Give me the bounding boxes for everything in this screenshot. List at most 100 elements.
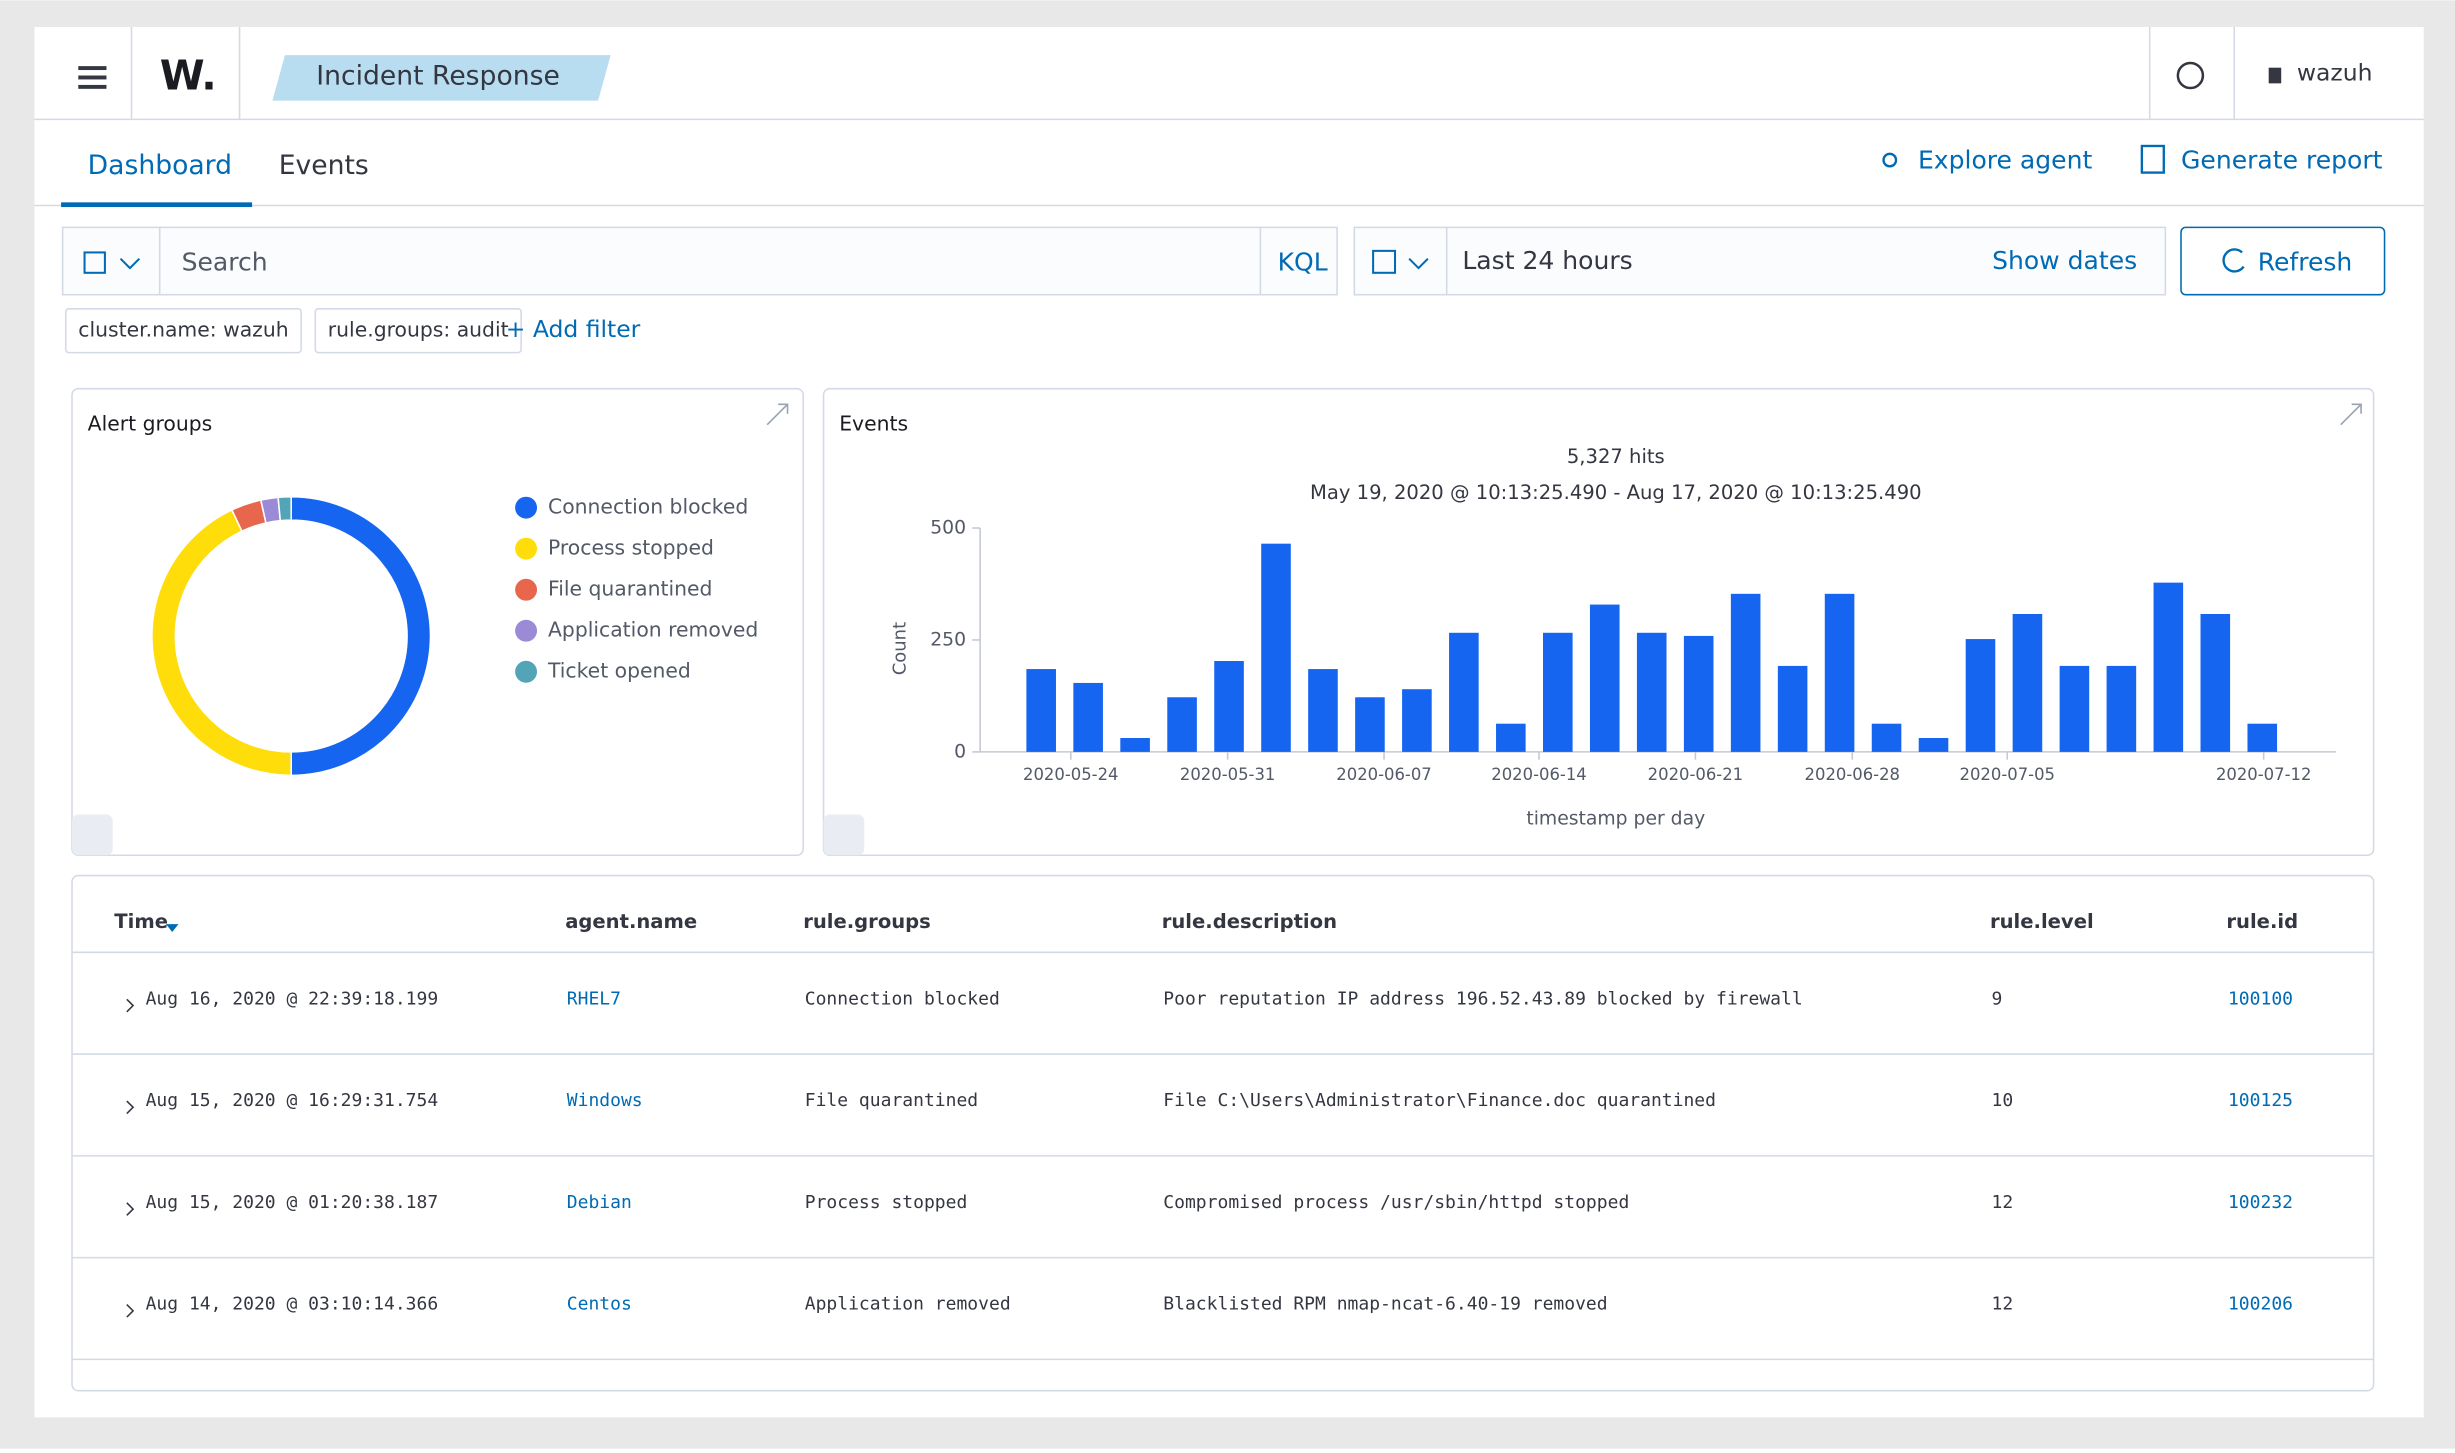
menu-button[interactable] bbox=[78, 66, 107, 89]
column-header: rule.description bbox=[1162, 910, 1337, 933]
cell: File quarantined bbox=[805, 1090, 978, 1111]
bar bbox=[1824, 593, 1855, 752]
refresh-label[interactable]: Refresh bbox=[2258, 247, 2353, 276]
breadcrumb-bg bbox=[272, 55, 611, 101]
bar bbox=[1214, 660, 1244, 752]
x-tick-label: 2020-06-14 bbox=[1491, 765, 1586, 784]
legend-swatch bbox=[515, 660, 538, 683]
search-bar[interactable] bbox=[61, 226, 1338, 296]
legend-label[interactable]: Ticket opened bbox=[547, 659, 691, 683]
expand-row[interactable] bbox=[126, 1100, 135, 1115]
cell[interactable]: Windows bbox=[567, 1090, 643, 1111]
bar bbox=[1542, 632, 1573, 752]
bar bbox=[1683, 635, 1714, 752]
user-name[interactable]: wazuh bbox=[2297, 58, 2373, 86]
cell[interactable]: RHEL7 bbox=[567, 988, 621, 1009]
filter-pill[interactable] bbox=[64, 308, 302, 354]
cell[interactable]: 100100 bbox=[2228, 988, 2293, 1009]
legend-swatch bbox=[515, 619, 538, 642]
legend-label[interactable]: Process stopped bbox=[548, 536, 714, 560]
cell: Aug 14, 2020 @ 03:10:14.366 bbox=[146, 1294, 439, 1315]
legend-label[interactable]: Application removed bbox=[548, 618, 758, 642]
tab[interactable]: Events bbox=[279, 150, 369, 181]
cell[interactable]: 100232 bbox=[2228, 1192, 2293, 1213]
x-tick-label: 2020-06-21 bbox=[1648, 765, 1743, 784]
legend-toggle[interactable] bbox=[823, 814, 865, 856]
bar bbox=[1449, 632, 1479, 752]
cell: Blacklisted RPM nmap-ncat-6.40-19 remove… bbox=[1163, 1294, 1607, 1315]
bar bbox=[1355, 697, 1385, 752]
expand-row[interactable] bbox=[126, 998, 135, 1013]
bar bbox=[1636, 632, 1667, 752]
chevron bbox=[1408, 257, 1429, 270]
bar bbox=[2200, 613, 2231, 752]
save-icon[interactable] bbox=[83, 251, 106, 274]
chevron bbox=[119, 257, 141, 270]
bar bbox=[1496, 723, 1526, 752]
refresh-icon bbox=[2222, 248, 2245, 273]
refresh-button[interactable] bbox=[2180, 226, 2386, 296]
filter-label: rule.groups: audit bbox=[328, 318, 509, 342]
bar bbox=[1308, 669, 1338, 752]
cell[interactable]: 100206 bbox=[2228, 1294, 2293, 1315]
show-dates[interactable]: Show dates bbox=[1992, 246, 2137, 275]
x-tick-label: 2020-07-12 bbox=[2216, 765, 2311, 784]
column-header: agent.name bbox=[565, 910, 697, 933]
expand-icon[interactable] bbox=[2340, 403, 2362, 426]
legend-swatch bbox=[515, 537, 538, 560]
cell[interactable]: Centos bbox=[567, 1294, 632, 1315]
legend-label[interactable]: Connection blocked bbox=[548, 495, 748, 519]
legend-toggle[interactable] bbox=[72, 814, 113, 856]
cell: Compromised process /usr/sbin/httpd stop… bbox=[1163, 1192, 1629, 1213]
kql-button[interactable]: KQL bbox=[1278, 247, 1328, 276]
y-tick-label: 500 bbox=[930, 518, 966, 539]
y-tick-label: 250 bbox=[930, 629, 966, 650]
legend-label[interactable]: File quarantined bbox=[548, 577, 712, 601]
breadcrumb[interactable]: Incident Response bbox=[316, 61, 560, 92]
cell: 9 bbox=[1992, 988, 2003, 1009]
action-link[interactable]: Generate report bbox=[2181, 146, 2383, 175]
expand-row[interactable] bbox=[126, 1202, 135, 1216]
bar bbox=[2059, 665, 2090, 752]
table-panel bbox=[71, 874, 2375, 1392]
bar bbox=[1730, 593, 1761, 752]
y-tick-label: 0 bbox=[954, 741, 966, 762]
x-tick-label: 2020-06-07 bbox=[1336, 765, 1431, 784]
expand-row[interactable] bbox=[126, 1304, 135, 1318]
tab[interactable]: Dashboard bbox=[88, 150, 232, 181]
calendar-icon[interactable] bbox=[1372, 249, 1397, 274]
bar bbox=[2012, 613, 2043, 752]
cell: Aug 16, 2020 @ 22:39:18.199 bbox=[146, 988, 439, 1009]
column-header: rule.groups bbox=[803, 910, 931, 933]
add-filter[interactable]: + Add filter bbox=[506, 315, 641, 343]
cell[interactable]: 100125 bbox=[2228, 1090, 2293, 1111]
bar bbox=[1589, 604, 1620, 752]
help-icon[interactable] bbox=[2176, 61, 2205, 90]
cell[interactable]: Debian bbox=[567, 1192, 632, 1213]
column-header: rule.id bbox=[2226, 910, 2298, 933]
logo[interactable]: W. bbox=[160, 52, 217, 100]
bar bbox=[1871, 723, 1902, 752]
expand-icon[interactable] bbox=[766, 403, 789, 426]
cell: Process stopped bbox=[805, 1192, 968, 1213]
search-input[interactable]: Search bbox=[182, 247, 268, 276]
x-tick-label: 2020-07-05 bbox=[1960, 765, 2055, 784]
bar bbox=[1073, 682, 1103, 752]
cell: Aug 15, 2020 @ 01:20:38.187 bbox=[146, 1192, 439, 1213]
bar bbox=[1965, 639, 1996, 752]
logout-icon[interactable] bbox=[2268, 67, 2282, 84]
cell: Connection blocked bbox=[805, 988, 1000, 1009]
date-picker[interactable] bbox=[1353, 226, 2167, 296]
action-link[interactable]: Explore agent bbox=[1918, 146, 2092, 175]
filter-label: cluster.name: wazuh bbox=[78, 318, 288, 342]
date-range: May 19, 2020 @ 10:13:25.490 - Aug 17, 20… bbox=[1310, 481, 1922, 504]
cell: 10 bbox=[1992, 1090, 2014, 1111]
hits: 5,327 hits bbox=[1567, 445, 1665, 468]
bar bbox=[1402, 689, 1432, 752]
bar bbox=[1261, 543, 1291, 752]
time-range[interactable]: Last 24 hours bbox=[1462, 246, 1632, 275]
bar bbox=[2153, 582, 2184, 752]
filter-pill[interactable] bbox=[314, 308, 522, 354]
